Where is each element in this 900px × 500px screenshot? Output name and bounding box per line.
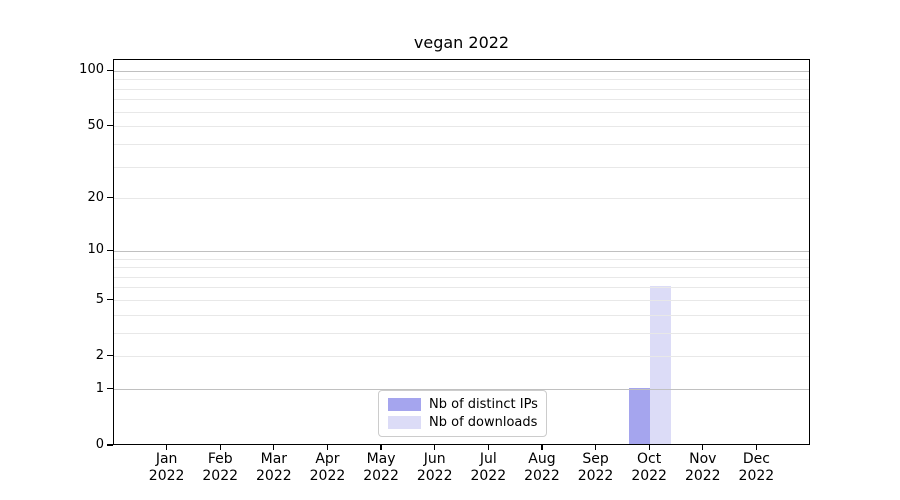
gridline-4 — [114, 314, 809, 316]
gridline-5 — [114, 300, 809, 301]
gridline-40 — [114, 143, 809, 145]
y-tick-label-100: 100 — [79, 62, 104, 78]
x-tick-label-feb: Feb 2022 — [202, 451, 239, 484]
y-tick-mark-5 — [107, 298, 113, 301]
y-tick-label-5: 5 — [95, 291, 104, 307]
x-tick-label-nov: Nov 2022 — [684, 451, 721, 484]
y-tick-label-50: 50 — [87, 117, 104, 133]
x-tick-label-dec: Dec 2022 — [738, 451, 775, 484]
y-tick-label-1: 1 — [95, 380, 104, 396]
x-tick-label-sep: Sep 2022 — [577, 451, 614, 484]
y-tick-label-2: 2 — [95, 347, 104, 363]
legend-swatch-downloads-icon — [388, 416, 421, 429]
x-tick-label-jul: Jul 2022 — [470, 451, 507, 484]
x-tick-mark-mar — [273, 445, 275, 450]
y-tick-mark-10 — [107, 249, 113, 251]
x-tick-label-oct: Oct 2022 — [631, 451, 667, 484]
x-tick-mark-jan — [165, 445, 168, 450]
y-tick-label-20: 20 — [87, 189, 104, 205]
x-tick-mark-dec — [755, 445, 758, 450]
y-tick-mark-0 — [107, 444, 113, 446]
gridline-3 — [114, 332, 809, 334]
gridline-8 — [114, 267, 809, 269]
gridline-80 — [114, 88, 809, 90]
gridline-50 — [114, 126, 809, 128]
x-tick-mark-sep — [594, 445, 597, 450]
x-tick-label-mar: Mar 2022 — [256, 451, 292, 484]
x-tick-mark-jul — [487, 445, 489, 450]
y-tick-mark-1 — [107, 388, 113, 390]
legend-row-downloads: Nb of downloads — [388, 414, 538, 431]
x-tick-label-jan: Jan 2022 — [148, 451, 185, 484]
gridline-100 — [114, 70, 809, 72]
x-tick-mark-aug — [541, 445, 543, 450]
y-tick-mark-100 — [107, 69, 113, 71]
plot-area — [113, 59, 810, 445]
gridline-20 — [114, 198, 809, 200]
x-tick-mark-apr — [326, 445, 329, 450]
gridline-70 — [114, 99, 809, 101]
y-tick-mark-20 — [107, 197, 113, 199]
gridline-1 — [114, 389, 809, 391]
gridline-30 — [114, 166, 809, 168]
x-tick-mark-jun — [434, 445, 436, 450]
legend: Nb of distinct IPs Nb of downloads — [378, 390, 547, 437]
gridline-6 — [114, 287, 809, 289]
y-tick-label-0: 0 — [95, 437, 104, 452]
bar-oct-distinct-ips — [629, 387, 651, 444]
y-tick-label-10: 10 — [87, 242, 104, 258]
x-tick-label-apr: Apr 2022 — [309, 451, 346, 484]
legend-row-distinct-ips: Nb of distinct IPs — [388, 396, 538, 413]
x-tick-mark-oct — [648, 445, 650, 450]
x-tick-label-may: May 2022 — [363, 451, 399, 484]
bar-oct-downloads — [650, 286, 672, 444]
y-tick-mark-50 — [107, 125, 113, 127]
gridline-7 — [114, 276, 809, 278]
legend-label-downloads: Nb of downloads — [429, 415, 538, 430]
x-tick-label-aug: Aug 2022 — [524, 451, 560, 484]
x-tick-mark-may — [380, 445, 382, 450]
gridline-60 — [114, 111, 809, 113]
y-tick-mark-2 — [107, 355, 113, 357]
gridline-9 — [114, 258, 809, 260]
chart-title: vegan 2022 — [413, 33, 510, 52]
gridline-10 — [114, 250, 809, 252]
x-tick-mark-nov — [702, 445, 704, 450]
x-tick-label-jun: Jun 2022 — [416, 451, 453, 484]
gridline-90 — [114, 79, 809, 81]
legend-swatch-distinct-ips-icon — [388, 398, 421, 411]
x-tick-mark-feb — [219, 445, 221, 450]
gridline-2 — [114, 356, 809, 358]
legend-label-distinct-ips: Nb of distinct IPs — [429, 397, 538, 412]
